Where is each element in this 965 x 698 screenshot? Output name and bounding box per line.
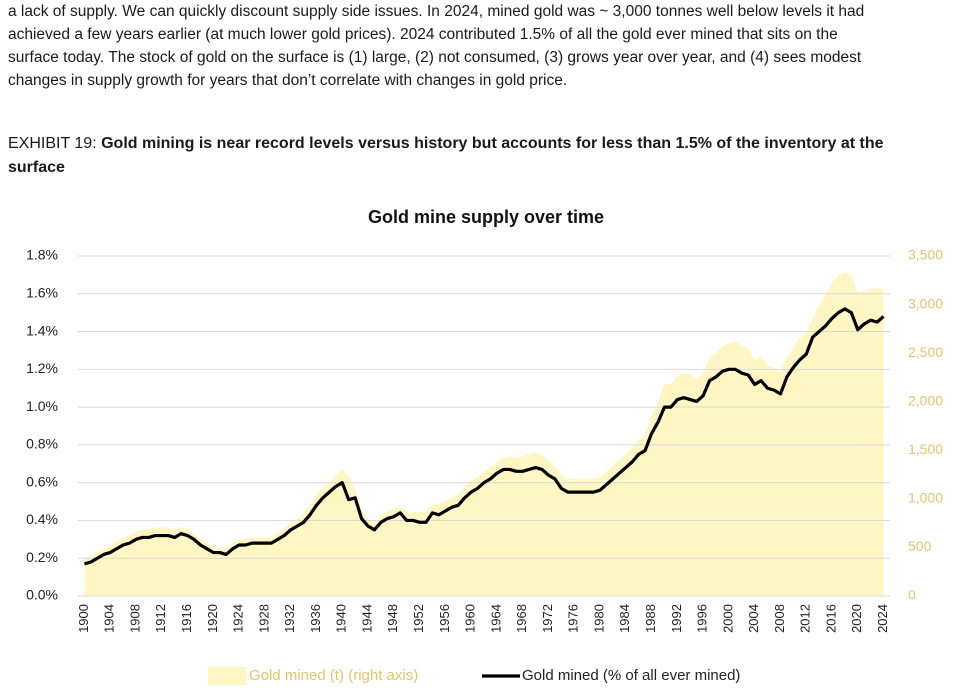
x-tick-label: 1944 <box>359 604 374 633</box>
y-tick-label: 0.2% <box>26 549 58 565</box>
y-tick-label: 1.4% <box>26 322 58 338</box>
x-tick-label: 2020 <box>849 604 864 633</box>
x-tick-label: 1904 <box>102 604 117 633</box>
x-tick-label: 1964 <box>488 604 503 633</box>
x-tick-label: 1988 <box>643 604 658 633</box>
x-tick-label: 1908 <box>127 604 142 633</box>
exhibit-title: surface <box>8 159 65 176</box>
x-tick-label: 1992 <box>669 604 684 633</box>
x-tick-label: 1956 <box>437 604 452 633</box>
x-tick-label: 1924 <box>231 604 246 633</box>
text-line: changes in supply growth for years that … <box>8 72 568 89</box>
grid <box>78 255 890 597</box>
x-tick-label: 1900 <box>76 604 91 633</box>
text-line: achieved a few years earlier (at much lo… <box>8 26 838 43</box>
x-tick-label: 2004 <box>746 604 761 633</box>
exhibit-title: Gold mining is near record levels versus… <box>101 135 884 152</box>
x-tick-label: 2000 <box>720 604 735 633</box>
x-tick-label: 1916 <box>179 604 194 633</box>
exhibit-heading: EXHIBIT 19: Gold mining is near record l… <box>8 132 884 180</box>
x-tick-label: 1972 <box>540 604 555 633</box>
text-line: a lack of supply. We can quickly discoun… <box>8 3 865 20</box>
x-tick-label: 1948 <box>385 604 400 633</box>
x-tick-label: 1932 <box>282 604 297 633</box>
x-tick-label: 1940 <box>334 604 349 633</box>
y2-tick-label: 1,000 <box>908 490 943 506</box>
x-tick-label: 1984 <box>617 604 632 633</box>
legend-label: Gold mined (% of all ever mined) <box>522 667 740 684</box>
area <box>84 272 884 596</box>
line <box>83 307 885 566</box>
y-tick-label: 0.0% <box>26 587 58 603</box>
exhibit-label: EXHIBIT 19: <box>8 135 97 152</box>
y-tick-label: 0.6% <box>26 473 58 489</box>
y-tick-label: 0.8% <box>26 436 58 452</box>
y-tick-label: 1.2% <box>26 360 58 376</box>
intro-paragraph: a lack of supply. We can quickly discoun… <box>8 0 864 92</box>
y2-tick-label: 3,000 <box>908 295 943 311</box>
y2-tick-label: 1,500 <box>908 441 943 457</box>
x-tick-label: 1968 <box>514 604 529 633</box>
x-tick-label: 2016 <box>823 604 838 633</box>
x-tick-label: 1952 <box>411 604 426 633</box>
x-tick-label: 1912 <box>153 604 168 633</box>
y2-tick-label: 3,500 <box>908 247 943 263</box>
text-line: surface today. The stock of gold on the … <box>8 49 862 66</box>
legend-swatch <box>208 667 246 685</box>
x-tick-label: 2008 <box>772 604 787 633</box>
y2-tick-label: 2,000 <box>908 392 943 408</box>
x-tick-label: 2024 <box>875 604 890 633</box>
legend-label: Gold mined (t) (right axis) <box>249 667 418 684</box>
text-line: EXHIBIT 19: Gold mining is near record l… <box>8 132 884 156</box>
y-tick-label: 1.0% <box>26 398 58 414</box>
chart-title: Gold mine supply over time <box>368 207 604 227</box>
y2-tick-label: 0 <box>908 587 916 603</box>
x-tick-label: 1996 <box>695 604 710 633</box>
x-tick-label: 2012 <box>798 604 813 633</box>
x-tick-label: 1960 <box>463 604 478 633</box>
y2-tick-label: 2,500 <box>908 344 943 360</box>
y2-tick-label: 500 <box>908 538 932 554</box>
x-tick-label: 1928 <box>256 604 271 633</box>
text-line: surface <box>8 156 884 180</box>
x-tick-label: 1976 <box>566 604 581 633</box>
x-tick-label: 1936 <box>308 604 323 633</box>
y-tick-label: 1.8% <box>26 247 58 263</box>
x-tick-label: 1980 <box>591 604 606 633</box>
x-tick-label: 1920 <box>205 604 220 633</box>
y-tick-label: 0.4% <box>26 511 58 527</box>
y-tick-label: 1.6% <box>26 284 58 300</box>
